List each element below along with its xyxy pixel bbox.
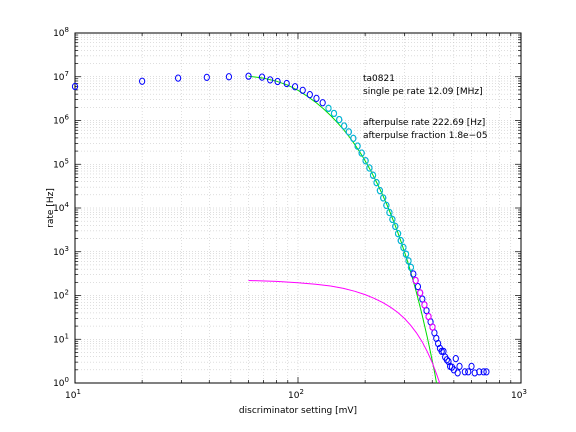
- data-point: [225, 73, 233, 81]
- data-point: [417, 289, 424, 297]
- data-point: [330, 109, 338, 118]
- data-point: [354, 142, 361, 150]
- y-tick-label: 101: [53, 332, 69, 345]
- data-point: [443, 356, 450, 364]
- data-point: [452, 355, 459, 363]
- x-axis-label: discriminator setting [mV]: [239, 406, 357, 416]
- y-tick-label: 104: [53, 201, 69, 214]
- data-point: [397, 236, 404, 245]
- data-point: [283, 79, 290, 88]
- data-point: [350, 134, 357, 142]
- data-point: [258, 73, 266, 81]
- data-point: [362, 157, 369, 165]
- data-point: [389, 215, 396, 223]
- data-point: [366, 164, 373, 172]
- y-tick-label: 107: [53, 70, 69, 83]
- annotation-afterpulse-fraction: afterpulse fraction 1.8e−05: [363, 131, 488, 141]
- data-point: [245, 72, 252, 80]
- y-tick-label: 100: [53, 376, 69, 389]
- fit-curve-4: [248, 280, 441, 384]
- y-tick-label: 102: [53, 289, 69, 302]
- data-point: [376, 186, 384, 195]
- data-point: [454, 369, 461, 377]
- data-point: [345, 128, 352, 136]
- data-point: [400, 243, 407, 252]
- data-point: [203, 73, 210, 81]
- data-point: [461, 368, 468, 376]
- data-point: [313, 94, 320, 102]
- data-point: [456, 362, 463, 370]
- data-point: [386, 208, 393, 217]
- data-point: [402, 250, 410, 258]
- data-point: [274, 77, 281, 86]
- data-point: [319, 99, 326, 107]
- data-point: [358, 149, 365, 157]
- data-point: [483, 368, 490, 376]
- data-series: [71, 72, 490, 384]
- data-point: [421, 301, 428, 309]
- data-point: [341, 122, 348, 130]
- y-tick-label: 106: [53, 114, 69, 127]
- data-point: [468, 362, 475, 370]
- data-point: [139, 77, 146, 85]
- data-point: [299, 86, 306, 94]
- data-point: [175, 74, 182, 82]
- y-tick-label: 108: [53, 26, 69, 39]
- data-point: [267, 76, 274, 84]
- data-point: [480, 368, 487, 376]
- data-point: [465, 368, 472, 376]
- annotations: ta0821 single pe rate 12.09 [MHz] afterp…: [363, 74, 488, 141]
- data-point: [445, 357, 452, 366]
- data-point: [380, 194, 387, 202]
- x-tick-label: 102: [288, 388, 304, 401]
- data-point: [71, 82, 79, 91]
- data-point: [429, 323, 436, 331]
- data-point: [291, 83, 299, 91]
- annotation-run-id: ta0821: [363, 74, 395, 84]
- data-point: [394, 229, 402, 238]
- data-point: [392, 222, 399, 230]
- x-tick-label: 103: [511, 388, 527, 401]
- annotation-afterpulse-rate: afterpulse rate 222.69 [Hz]: [363, 118, 485, 128]
- x-tick-label: 101: [65, 388, 81, 401]
- y-tick-label: 105: [53, 157, 69, 170]
- data-point: [471, 369, 478, 377]
- data-point: [412, 276, 419, 285]
- data-point: [369, 171, 377, 179]
- data-point: [407, 263, 415, 271]
- data-point: [410, 270, 417, 278]
- data-point: [325, 104, 332, 112]
- y-tick-label: 103: [53, 245, 69, 258]
- data-point: [383, 201, 390, 209]
- y-axis-label: rate [Hz]: [46, 188, 56, 228]
- data-point: [373, 179, 380, 187]
- data-point: [425, 312, 432, 321]
- data-point: [336, 115, 343, 124]
- data-point: [306, 91, 313, 99]
- data-point: [405, 257, 412, 265]
- data-point: [414, 282, 422, 291]
- annotation-single-pe-rate: single pe rate 12.09 [MHz]: [363, 87, 483, 97]
- data-point: [476, 368, 483, 376]
